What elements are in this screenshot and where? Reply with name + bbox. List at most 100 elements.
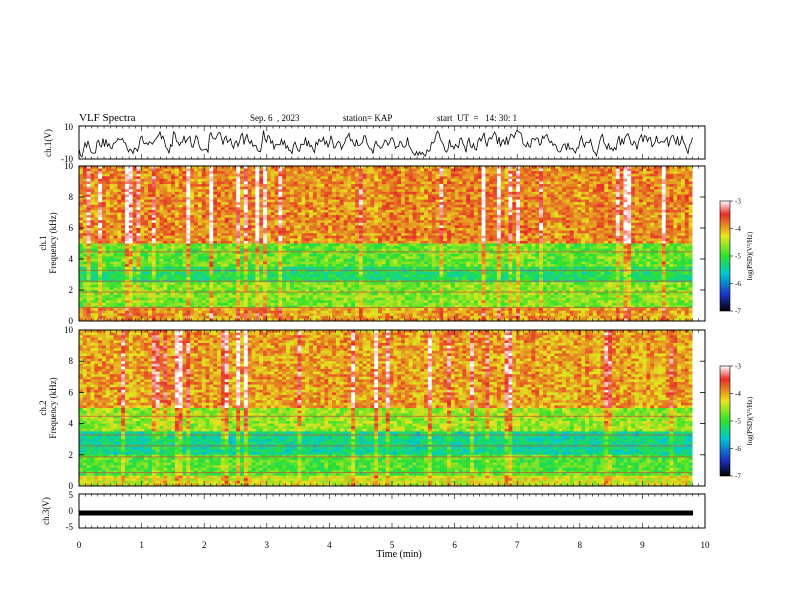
spectrogram-cell — [539, 233, 544, 237]
spectrogram-cell — [320, 186, 325, 190]
spectrogram-cell — [366, 168, 371, 172]
spectrogram-cell — [420, 176, 425, 180]
spectrogram-cell — [370, 173, 375, 177]
spectrogram-cell — [140, 181, 145, 185]
spectrogram-cell — [684, 189, 690, 193]
spectrogram-cell — [688, 194, 693, 198]
spectrogram-cell — [611, 168, 617, 172]
spectrogram-cell — [519, 240, 525, 244]
spectrogram-cell — [90, 246, 95, 250]
spectrogram-cell — [416, 173, 421, 177]
spectrogram-cell — [596, 178, 601, 182]
spectrogram-cell — [654, 204, 659, 208]
spectrogram-cell — [592, 243, 598, 247]
spectrogram-cell — [677, 168, 682, 172]
spectrogram-cell — [167, 243, 172, 247]
spectrogram-cell — [634, 181, 640, 185]
spectrogram-cell — [458, 240, 463, 244]
spectrogram-cell — [657, 184, 663, 188]
spectrogram-cell — [585, 207, 590, 211]
spectrogram-cell — [573, 204, 578, 208]
spectrogram-cell — [531, 173, 536, 177]
spectrogram-cell — [378, 186, 383, 190]
spectrogram-cell — [240, 207, 245, 211]
spectrogram-cell — [209, 191, 214, 195]
spectrogram-cell — [577, 225, 582, 229]
spectrogram-cell — [255, 228, 260, 231]
spectrogram-cell — [378, 212, 383, 216]
spectrogram-cell — [615, 243, 621, 247]
spectrogram-cell — [550, 243, 555, 247]
spectrogram-cell — [546, 176, 552, 180]
spectrogram-cell — [665, 212, 670, 216]
spectrogram-cell — [412, 189, 417, 193]
spectrogram-cell — [680, 186, 686, 190]
spectrogram-cell — [197, 186, 203, 190]
spectrogram-cell — [535, 220, 540, 224]
spectrogram-cell — [167, 233, 172, 237]
spectrogram-cell — [512, 166, 517, 169]
spectrogram-cell — [132, 212, 137, 216]
spectrogram-cell — [155, 225, 160, 229]
spectrogram-cell — [121, 166, 126, 169]
spectrogram-cell — [558, 240, 563, 244]
spectrogram-cell — [688, 176, 693, 180]
spectrogram-cell — [362, 168, 367, 172]
spectrogram-cell — [412, 222, 417, 226]
spectrogram-cell — [186, 207, 191, 211]
spectrogram-cell — [251, 168, 256, 172]
spectrogram-cell — [197, 171, 203, 175]
spectrogram-cell — [431, 176, 436, 180]
spectrogram-cell — [539, 228, 544, 231]
spectrogram-cell — [324, 166, 329, 169]
spectrogram-cell — [289, 176, 295, 180]
spectrogram-cell — [623, 189, 628, 193]
spectrogram-cell — [450, 176, 456, 180]
spectrogram-cell — [558, 173, 563, 177]
spectrogram-cell — [654, 173, 659, 177]
spectrogram-cell — [424, 181, 429, 185]
spectrogram-cell — [631, 230, 636, 234]
spectrogram-cell — [424, 204, 429, 208]
spectrogram-cell — [240, 233, 245, 237]
spectrogram-cell — [324, 217, 329, 221]
spectrogram-cell — [450, 230, 456, 234]
spectrogram-cell — [462, 168, 467, 172]
spectrogram-cell — [174, 186, 180, 190]
spectrogram-cell — [228, 217, 233, 221]
spectrogram-cell — [113, 186, 118, 190]
spectrogram-cell — [209, 166, 214, 169]
spectrogram-cell — [163, 181, 168, 185]
spectrogram-cell — [527, 197, 532, 200]
spectrogram-cell — [665, 209, 670, 213]
spectrogram-cell — [90, 166, 95, 169]
spectrogram-cell — [542, 243, 548, 247]
spectrogram-cell — [247, 212, 252, 216]
spectrogram-cell — [236, 235, 241, 239]
spectrogram-cell — [546, 181, 552, 185]
spectrogram-cell — [312, 207, 318, 211]
spectrogram-cell — [174, 184, 180, 188]
spectrogram-cell — [128, 202, 134, 206]
spectrogram-cell — [366, 220, 371, 224]
spectrogram-cell — [542, 176, 548, 180]
spectrogram-cell — [378, 207, 383, 211]
spectrogram-cell — [550, 215, 555, 219]
spectrogram-cell — [132, 238, 137, 242]
spectrogram-cell — [401, 202, 406, 206]
spectrogram-cell — [408, 194, 413, 198]
spectrogram-cell — [251, 235, 256, 239]
spectrogram-cell — [136, 235, 141, 239]
spectrogram-cell — [523, 204, 528, 208]
spectrogram-cell — [286, 238, 291, 242]
spectrogram-cell — [305, 207, 310, 211]
spectrogram-cell — [385, 240, 390, 244]
spectrogram-cell — [397, 191, 402, 195]
spectrogram-cell — [569, 181, 575, 185]
spectrogram-cell — [167, 197, 172, 200]
spectrogram-cell — [128, 230, 134, 234]
spectrogram-cell — [255, 209, 260, 213]
spectrogram-cell — [634, 217, 640, 221]
spectrogram-cell — [462, 235, 467, 239]
spectrogram-cell — [109, 238, 114, 242]
